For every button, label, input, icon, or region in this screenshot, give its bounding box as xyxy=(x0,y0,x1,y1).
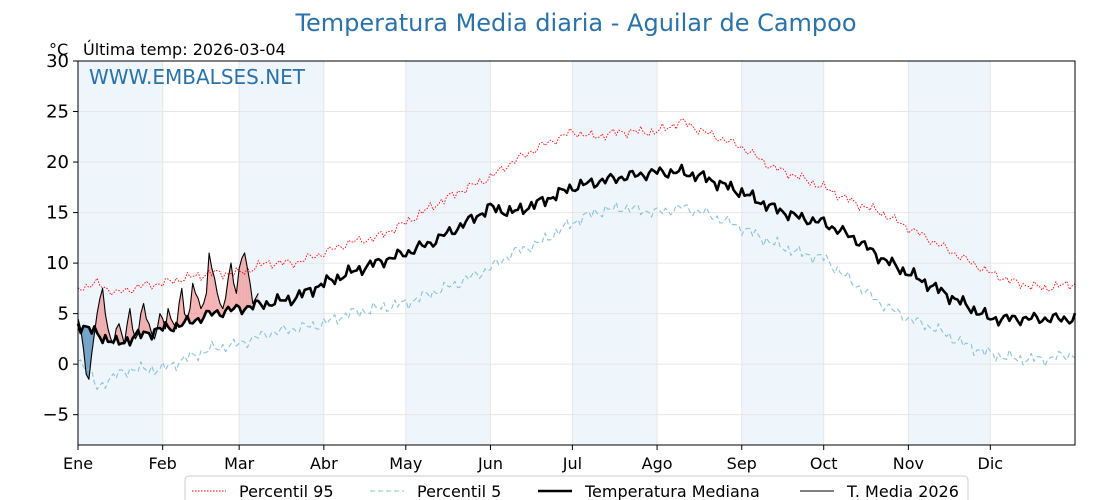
y-tick-label: 5 xyxy=(58,304,69,325)
above-median-fill xyxy=(239,258,242,315)
x-axis: Ene Feb Mar Abr May Jun Jul Ago Sep Oct Nov Dic xyxy=(63,445,1003,473)
above-median-fill xyxy=(195,293,199,321)
y-tick-label: 25 xyxy=(46,102,69,123)
anomaly-fills xyxy=(78,253,259,380)
above-median-fill xyxy=(233,283,237,309)
x-tick-label: Feb xyxy=(149,454,177,473)
watermark: WWW.EMBALSES.NET xyxy=(89,65,306,89)
y-tick-label: −5 xyxy=(42,405,69,426)
x-tick-label: Mar xyxy=(224,454,255,473)
above-median-fill xyxy=(143,303,147,333)
above-median-fill xyxy=(97,298,100,338)
above-median-fill xyxy=(118,323,122,345)
legend-label: Percentil 5 xyxy=(417,482,501,500)
legend-items: Percentil 95 Percentil 5 Temperatura Media… xyxy=(192,482,959,500)
series-line-temperatura-mediana xyxy=(76,163,1077,347)
x-tick-label: Nov xyxy=(893,454,924,473)
below-median-fill xyxy=(88,327,92,380)
month-band xyxy=(405,61,491,445)
y-tick-label: 30 xyxy=(46,51,69,72)
unit-label: °C xyxy=(49,40,68,59)
x-tick-label: Ene xyxy=(63,454,93,473)
plot-frame xyxy=(77,60,1076,446)
x-tick-label: Dic xyxy=(978,454,1004,473)
legend-label: T. Media 2026 xyxy=(846,482,959,500)
series-line-percentil-5 xyxy=(77,201,1076,391)
above-median-fill xyxy=(168,308,171,331)
y-axis: 30 25 20 15 10 5 0 −5 xyxy=(42,51,78,426)
month-shading xyxy=(78,61,991,445)
above-median-fill xyxy=(241,253,245,315)
last-temp-label: Última temp: 2026-03-04 xyxy=(83,40,286,59)
legend-label: Temperatura Mediana xyxy=(584,482,760,500)
month-band xyxy=(239,61,324,445)
chart-title: Temperatura Media diaria - Aguilar de Ca… xyxy=(294,9,856,37)
plot-area xyxy=(76,60,1077,446)
x-tick-label: May xyxy=(389,454,422,473)
above-median-fill xyxy=(209,253,212,316)
above-median-fill xyxy=(211,268,215,316)
series-lines xyxy=(76,118,1077,391)
above-median-fill xyxy=(230,263,234,311)
x-tick-label: Abr xyxy=(310,454,338,473)
x-tick-label: Jun xyxy=(477,454,503,473)
month-band xyxy=(78,61,163,445)
month-band xyxy=(572,61,658,445)
above-median-fill xyxy=(102,288,106,343)
above-median-fill xyxy=(170,318,174,332)
above-median-fill xyxy=(192,283,196,324)
x-tick-label: Jul xyxy=(562,454,582,473)
x-tick-label: Ago xyxy=(642,454,673,473)
series-line-t-media-2026 xyxy=(77,252,259,380)
above-median-fill xyxy=(198,298,201,323)
y-tick-label: 10 xyxy=(46,253,69,274)
x-tick-label: Sep xyxy=(727,454,757,473)
series-line-percentil-95 xyxy=(77,118,1076,296)
above-median-fill xyxy=(247,268,251,307)
y-tick-label: 0 xyxy=(58,354,69,375)
x-tick-label: Oct xyxy=(810,454,838,473)
above-median-fill xyxy=(214,278,218,313)
y-tick-label: 20 xyxy=(46,152,69,173)
legend-label: Percentil 95 xyxy=(239,482,334,500)
month-band xyxy=(741,61,824,445)
legend: Percentil 95 Percentil 5 Temperatura Media… xyxy=(184,475,969,500)
legend-box xyxy=(184,475,969,500)
above-median-fill xyxy=(220,303,223,317)
below-median-fill xyxy=(83,325,87,375)
above-median-fill xyxy=(99,288,103,343)
y-tick-label: 15 xyxy=(46,203,69,224)
below-median-fill xyxy=(86,326,89,380)
above-median-fill xyxy=(146,318,150,334)
above-median-fill xyxy=(179,288,182,327)
above-median-fill xyxy=(127,308,130,346)
